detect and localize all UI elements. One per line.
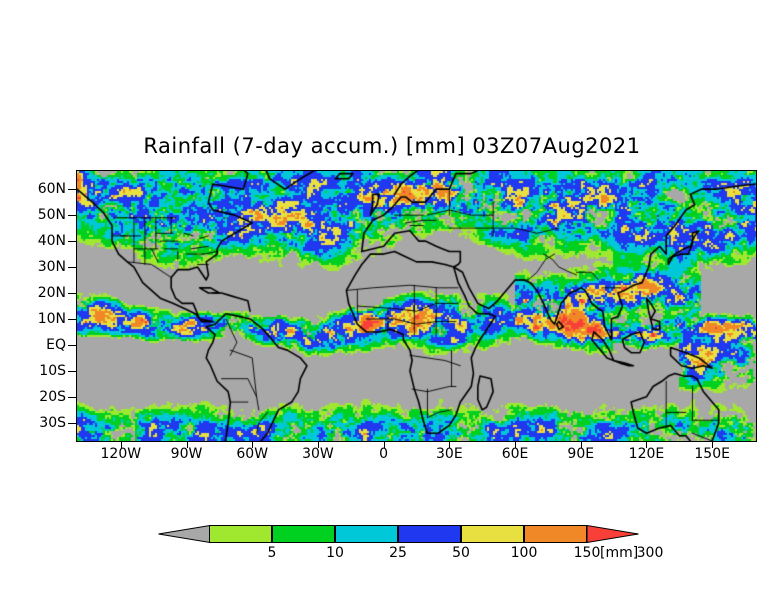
x-tick-label: 120E: [628, 446, 665, 462]
colorbar-segments: [209, 525, 587, 543]
y-tick-label: 20S: [39, 388, 66, 405]
colorbar: [158, 524, 639, 544]
y-axis-ticks: [0, 170, 76, 442]
colorbar-unit-label: [mm]: [600, 545, 639, 561]
colorbar-segment: [335, 525, 398, 543]
y-tick-mark: [68, 370, 76, 372]
colorbar-tick-label: 10: [326, 545, 344, 561]
x-tick-label: 60W: [236, 446, 269, 462]
colorbar-arrow-right: [586, 524, 639, 544]
colorbar-tick-label: 300: [636, 545, 664, 561]
colorbar-tick-label: 5: [267, 545, 277, 561]
x-tick-label: 60E: [501, 446, 529, 462]
x-axis-labels: 120W 90W 60W 30W 0 30E 60E 90E 120E 150E: [76, 446, 757, 470]
y-tick-label: EQ: [46, 336, 66, 353]
colorbar-tick-label: 50: [452, 545, 470, 561]
y-tick-label: 50N: [37, 207, 66, 224]
x-tick-mark: [449, 441, 451, 448]
x-tick-mark: [317, 441, 319, 448]
x-tick-label: 120W: [100, 446, 142, 462]
y-tick-label: 10S: [39, 362, 66, 379]
colorbar-segment: [272, 525, 335, 543]
x-tick-mark: [712, 441, 714, 448]
x-tick-mark: [252, 441, 254, 448]
y-tick-label: 10N: [37, 310, 66, 327]
y-tick-mark: [68, 241, 76, 243]
y-tick-label: 30N: [37, 259, 66, 276]
y-tick-mark: [68, 267, 76, 269]
x-tick-label: 30W: [302, 446, 334, 462]
x-tick-label: 90E: [567, 446, 595, 462]
colorbar-segment: [524, 525, 587, 543]
x-tick-mark: [515, 441, 517, 448]
colorbar-tick-label: 25: [389, 545, 407, 561]
y-tick-label: 40N: [37, 233, 66, 250]
y-tick-label: 30S: [39, 414, 66, 431]
x-tick-mark: [646, 441, 648, 448]
colorbar-segment: [398, 525, 461, 543]
y-tick-mark: [68, 189, 76, 191]
x-axis-ticks: [76, 441, 757, 451]
x-tick-mark: [186, 441, 188, 448]
x-tick-mark: [383, 441, 385, 448]
y-tick-mark: [68, 215, 76, 217]
y-tick-mark: [68, 318, 76, 320]
colorbar-tick-label: 150: [573, 545, 601, 561]
y-tick-label: 60N: [37, 181, 66, 198]
colorbar-segment: [209, 525, 272, 543]
x-tick-label: 0: [379, 446, 389, 462]
colorbar-tick-label: 100: [510, 545, 538, 561]
y-tick-mark: [68, 422, 76, 424]
x-tick-label: 150E: [694, 446, 730, 462]
colorbar-arrow-left: [158, 524, 211, 544]
x-tick-label: 30E: [436, 446, 463, 462]
x-tick-label: 90W: [170, 446, 203, 462]
y-tick-label: 20N: [37, 285, 66, 302]
y-tick-mark: [68, 344, 76, 346]
x-tick-mark: [120, 441, 122, 448]
x-tick-mark: [580, 441, 582, 448]
rainfall-heatmap-canvas: [77, 171, 756, 441]
y-tick-mark: [68, 293, 76, 295]
colorbar-segment: [461, 525, 524, 543]
map-plot-area: [76, 170, 757, 442]
colorbar-tick-labels: 5 10 25 50 100 150 300: [158, 545, 678, 565]
y-tick-mark: [68, 396, 76, 398]
y-axis-labels: 60N 50N 40N 30N 20N 10N EQ 10S 20S 30S: [0, 170, 76, 442]
chart-title: Rainfall (7-day accum.) [mm] 03Z07Aug202…: [143, 134, 641, 158]
